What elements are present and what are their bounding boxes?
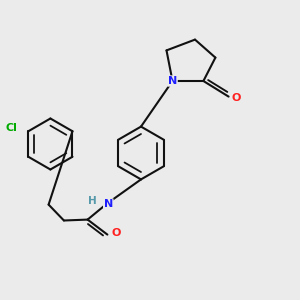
Text: O: O bbox=[111, 228, 121, 238]
Text: H: H bbox=[88, 196, 97, 206]
Text: N: N bbox=[168, 76, 177, 86]
Text: Cl: Cl bbox=[6, 123, 18, 133]
Text: N: N bbox=[104, 199, 113, 209]
Text: O: O bbox=[232, 93, 241, 103]
